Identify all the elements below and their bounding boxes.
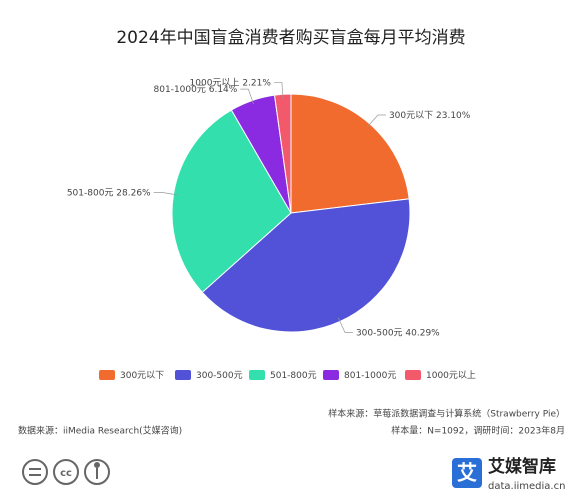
logo-box: [452, 458, 482, 488]
legend-swatch: [99, 370, 115, 380]
legend-swatch: [323, 370, 339, 380]
leader-line: [367, 114, 386, 128]
label-category: 801-1000元: [154, 85, 206, 95]
data-label: 300元以下 23.10%: [389, 111, 471, 121]
label-value: 28.26%: [116, 188, 151, 198]
cc-mark: cc: [60, 468, 72, 479]
label-value: 40.29%: [405, 328, 440, 338]
chart-title: 2024年中国盲盒消费者购买盲盒每月平均消费: [116, 28, 465, 48]
legend-label: 300元以下: [120, 371, 164, 381]
label-category: 300-500元: [356, 328, 403, 338]
leader-line: [338, 317, 353, 333]
sample-size: 样本量：N=1092，调研时间：2023年8月: [391, 425, 565, 437]
legend-label: 300-500元: [196, 371, 243, 381]
legend-label: 501-800元: [270, 371, 317, 381]
legend-label: 1000元以上: [426, 370, 476, 381]
logo-url: data.iimedia.cn: [488, 481, 565, 492]
legend-swatch: [405, 370, 421, 380]
legend-swatch: [175, 370, 191, 380]
logo-name: 艾媒智库: [488, 456, 556, 477]
sample-source: 样本来源：草莓派数据调查与计算系统（Strawberry Pie）: [328, 408, 565, 420]
legend-label: 801-1000元: [344, 371, 396, 381]
data-source: 数据来源：iiMedia Research(艾媒咨询): [18, 425, 182, 437]
logo-mark: 艾: [457, 461, 477, 485]
leader-line: [153, 191, 178, 196]
label-value: 23.10%: [436, 111, 471, 121]
label-category: 300元以下: [389, 111, 433, 121]
data-label: 1000元以上 2.21%: [190, 77, 272, 88]
data-label: 300-500元 40.29%: [356, 328, 440, 338]
leader-line: [240, 88, 254, 105]
label-value: 2.21%: [242, 78, 271, 88]
data-label: 801-1000元 6.14%: [154, 85, 238, 95]
label-value: 6.14%: [209, 85, 238, 95]
label-category: 501-800元: [67, 188, 114, 198]
license-icons: [22, 459, 110, 485]
leader-line: [273, 81, 284, 99]
label-category: 1000元以上: [190, 77, 240, 88]
data-label: 501-800元 28.26%: [67, 188, 151, 198]
legend-swatch: [249, 370, 265, 380]
